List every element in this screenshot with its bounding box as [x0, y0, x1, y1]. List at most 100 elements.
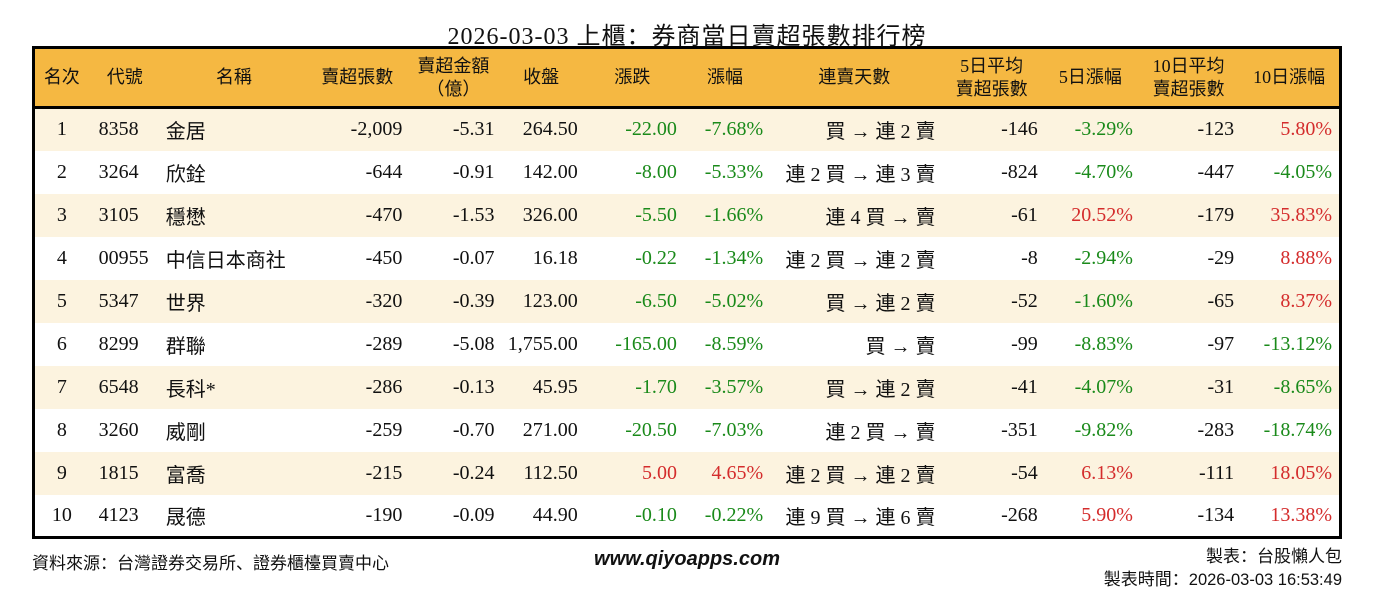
cell-change: -22.00 [625, 118, 677, 141]
column-header-11: 5日漲幅 [1042, 47, 1138, 109]
cell-avg10: -65 [1207, 289, 1235, 312]
cell-pct10: 18.05% [1270, 461, 1332, 484]
column-header-7: 漲跌 [582, 47, 682, 109]
cell-net-sell: -644 [365, 160, 403, 183]
cell-pct10: 8.88% [1280, 246, 1332, 269]
cell-avg5: -99 [1011, 332, 1038, 355]
cell-name: 世界 [165, 292, 206, 315]
cell-change-pct: -5.33% [704, 160, 764, 183]
cell-pct5: -9.82% [1074, 418, 1133, 441]
cell-net-sell-amount: -5.08 [452, 332, 495, 355]
table-row: 9 1815 富喬 -215 -0.24 112.50 5.00 4.65% 連 2 買 → 連… [33, 451, 1341, 495]
cell-close: 112.50 [523, 461, 578, 484]
cell-pct5: -1.60% [1074, 289, 1133, 312]
cell-rank: 4 [56, 246, 67, 269]
cell-avg10: -283 [1197, 418, 1235, 441]
cell-streak: 買 → 連 2 賣 [825, 378, 936, 401]
cell-streak: 買 → 賣 [865, 335, 936, 358]
cell-pct5: 6.13% [1081, 461, 1133, 484]
cell-close: 142.00 [522, 160, 578, 183]
cell-pct10: -4.05% [1273, 160, 1332, 183]
column-header-2: 代號 [88, 47, 161, 109]
cell-code: 3264 [98, 160, 139, 183]
cell-pct5: 20.52% [1071, 203, 1133, 226]
cell-change-pct: -8.59% [704, 332, 764, 355]
table-row: 4 00955 中信日本商社 -450 -0.07 16.18 -0.22 -1.34% 連 2… [33, 236, 1341, 280]
ranking-table: 名次 代號 名稱 賣超張數 賣超金額 （億） 收盤 漲跌 漲幅 連賣天數 5日平均 賣超張數 5日漲… [32, 46, 1342, 539]
cell-avg10: -29 [1207, 246, 1235, 269]
cell-avg5: -146 [1001, 118, 1038, 141]
cell-code: 00955 [98, 246, 149, 269]
report-meta: 製表：台股懶人包 製表時間：2026-03-03 16:53:49 [1104, 545, 1342, 592]
cell-rank: 2 [56, 160, 67, 183]
cell-change: -20.50 [625, 418, 677, 441]
cell-close: 326.00 [522, 203, 578, 226]
cell-change: -165.00 [615, 332, 677, 355]
cell-pct5: -3.29% [1074, 118, 1133, 141]
table-row: 3 3105 穩懋 -470 -1.53 326.00 -5.50 -1.66% 連 4 買 →… [33, 193, 1341, 237]
cell-pct5: -4.07% [1074, 375, 1133, 398]
cell-code: 4123 [98, 503, 139, 526]
cell-pct10: 13.38% [1270, 503, 1332, 526]
cell-streak: 連 2 買 → 賣 [825, 421, 936, 444]
cell-close: 271.00 [522, 418, 578, 441]
cell-avg5: -41 [1011, 375, 1038, 398]
cell-close: 123.00 [522, 289, 578, 312]
cell-streak: 買 → 連 2 賣 [825, 121, 936, 144]
cell-avg5: -268 [1001, 503, 1038, 526]
cell-code: 3260 [98, 418, 139, 441]
cell-change-pct: -3.57% [704, 375, 764, 398]
cell-streak: 連 4 買 → 賣 [825, 206, 936, 229]
cell-net-sell-amount: -0.09 [452, 503, 495, 526]
cell-streak: 連 2 買 → 連 2 賣 [785, 249, 936, 272]
cell-pct5: 5.90% [1081, 503, 1133, 526]
report-author: 製表：台股懶人包 [1206, 547, 1342, 566]
cell-change-pct: -7.03% [704, 418, 764, 441]
cell-code: 6548 [98, 375, 139, 398]
cell-net-sell-amount: -0.91 [452, 160, 495, 183]
cell-net-sell-amount: -0.24 [452, 461, 495, 484]
cell-change: -0.10 [635, 503, 677, 526]
cell-pct5: -2.94% [1074, 246, 1133, 269]
column-header-8: 漲幅 [681, 47, 769, 109]
cell-pct10: 35.83% [1270, 203, 1332, 226]
cell-rank: 7 [56, 375, 67, 398]
cell-close: 45.95 [532, 375, 578, 398]
column-header-9: 連賣天數 [768, 47, 941, 109]
cell-change-pct: -7.68% [704, 118, 764, 141]
cell-net-sell: -190 [365, 503, 403, 526]
cell-streak: 買 → 連 2 賣 [825, 292, 936, 315]
cell-close: 264.50 [522, 118, 578, 141]
cell-change-pct: -1.66% [704, 203, 764, 226]
cell-streak: 連 2 買 → 連 3 賣 [785, 163, 936, 186]
cell-close: 16.18 [532, 246, 578, 269]
cell-streak: 連 2 買 → 連 2 賣 [785, 464, 936, 487]
cell-close: 1,755.00 [507, 332, 578, 355]
cell-avg5: -54 [1011, 461, 1038, 484]
cell-streak: 連 9 買 → 連 6 賣 [785, 506, 936, 529]
cell-avg10: -134 [1197, 503, 1235, 526]
cell-rank: 8 [56, 418, 67, 441]
cell-pct10: 5.80% [1280, 118, 1332, 141]
table-row: 10 4123 晟德 -190 -0.09 44.90 -0.10 -0.22% 連 9 買 →… [33, 494, 1341, 538]
cell-change: 5.00 [641, 461, 677, 484]
data-source-note: 資料來源：台灣證券交易所、證券櫃檯買賣中心 [32, 554, 389, 573]
cell-net-sell: -2,009 [350, 118, 403, 141]
cell-avg10: -111 [1198, 461, 1235, 484]
cell-avg5: -8 [1021, 246, 1038, 269]
page-title: 2026-03-03 上櫃：券商當日賣超張數排行榜 [447, 24, 927, 50]
column-header-10: 5日平均 賣超張數 [940, 47, 1043, 109]
cell-name: 富喬 [165, 464, 206, 487]
cell-close: 44.90 [532, 503, 578, 526]
cell-pct10: -13.12% [1263, 332, 1332, 355]
cell-avg5: -824 [1001, 160, 1038, 183]
header-row: 名次 代號 名稱 賣超張數 賣超金額 （億） 收盤 漲跌 漲幅 連賣天數 5日平均 賣超張數 5日漲… [33, 47, 1341, 109]
website-link[interactable]: www.qiyoapps.com [594, 548, 780, 570]
cell-net-sell: -450 [365, 246, 403, 269]
report-timestamp-value: 2026-03-03 16:53:49 [1188, 571, 1342, 589]
cell-net-sell-amount: -0.07 [452, 246, 495, 269]
table-row: 7 6548 長科* -286 -0.13 45.95 -1.70 -3.57% 買 → 連 2… [33, 365, 1341, 409]
column-header-1: 名次 [33, 47, 89, 109]
cell-code: 1815 [98, 461, 139, 484]
cell-change-pct: -1.34% [704, 246, 764, 269]
